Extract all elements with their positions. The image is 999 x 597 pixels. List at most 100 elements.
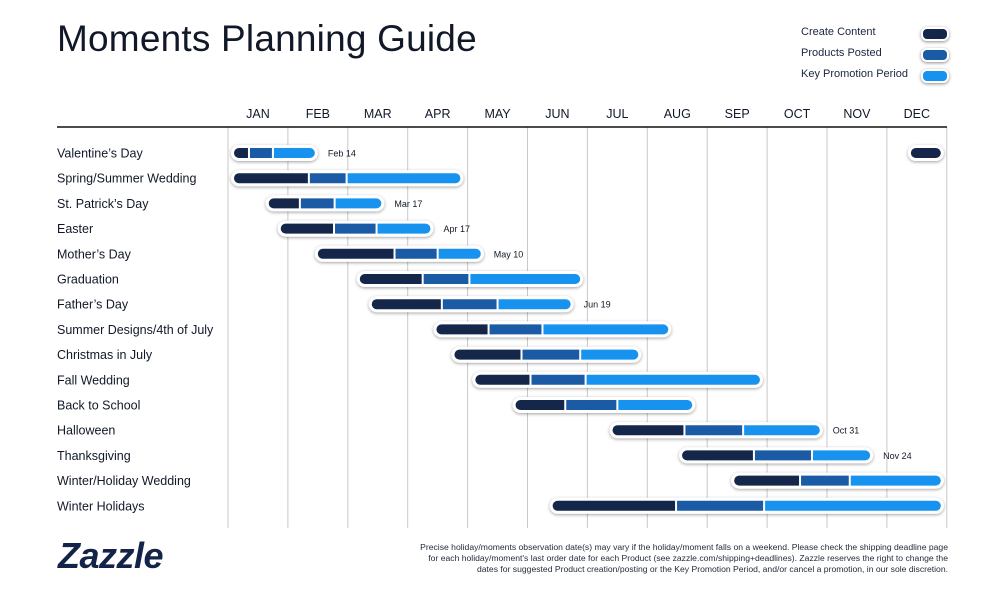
bar-group xyxy=(731,472,944,489)
bar-segment-posted xyxy=(395,248,437,259)
legend-label: Products Posted xyxy=(801,47,882,59)
bar-segment-create xyxy=(371,299,441,310)
bar-segment-create xyxy=(280,223,334,234)
bar-segment-create xyxy=(268,198,299,209)
legend: Create Content Products Posted Key Promo… xyxy=(801,24,951,87)
bar-segment-promo xyxy=(543,324,669,335)
legend-swatch xyxy=(921,27,949,41)
bar-segment-create xyxy=(475,374,530,385)
bar-group xyxy=(277,220,434,237)
bar-segment-create xyxy=(734,475,800,486)
bar-segment-posted xyxy=(423,274,469,284)
month-label: JUN xyxy=(545,107,569,121)
bar-group xyxy=(265,195,385,212)
bar-segment-promo xyxy=(744,425,820,436)
task-name: Christmas in July xyxy=(57,348,153,362)
bar-segment-create xyxy=(515,400,565,410)
bar-segment-promo xyxy=(470,274,581,284)
bar-segment-promo xyxy=(765,500,941,511)
bar-group xyxy=(230,170,464,187)
task-name: Winter/Holiday Wedding xyxy=(57,474,191,488)
task-name: Summer Designs/4th of July xyxy=(57,323,214,337)
legend-label: Key Promotion Period xyxy=(801,68,908,80)
bar-segment-promo xyxy=(618,400,693,410)
legend-label: Create Content xyxy=(801,26,876,38)
bar-group xyxy=(368,296,574,313)
bar-segment-promo xyxy=(438,248,481,259)
bar-segment-posted xyxy=(522,349,580,360)
bar-segment-promo xyxy=(273,148,315,158)
bar-segment-promo xyxy=(850,475,941,486)
bar-segment-promo xyxy=(813,450,871,461)
bar-group xyxy=(314,245,484,262)
bar-group xyxy=(230,145,318,161)
bar-segment-create xyxy=(233,173,308,184)
bar-group xyxy=(907,145,944,161)
bar-segment-create xyxy=(682,450,753,461)
task-name: Halloween xyxy=(57,424,115,438)
disclaimer-text: Precise holiday/moments observation date… xyxy=(420,542,948,574)
bar-segment-posted xyxy=(300,198,334,209)
bar-segment-create xyxy=(233,148,248,158)
bar-group xyxy=(356,271,584,287)
month-label: JAN xyxy=(246,107,270,121)
bar-group xyxy=(472,371,763,388)
bar-segment-create xyxy=(317,248,394,259)
legend-item-key-promotion-period: Key Promotion Period xyxy=(801,66,951,87)
bar-segment-posted xyxy=(249,148,272,158)
task-name: St. Patrick’s Day xyxy=(57,197,149,211)
deadline-label: Jun 19 xyxy=(584,300,611,310)
bar-segment-posted xyxy=(677,500,764,511)
bar-segment-promo xyxy=(335,198,382,209)
bar-group xyxy=(433,321,672,338)
month-label: MAR xyxy=(364,107,392,121)
deadline-label: May 10 xyxy=(494,249,524,259)
month-label: APR xyxy=(425,107,451,121)
bar-segment-posted xyxy=(531,374,585,385)
month-label: AUG xyxy=(664,107,691,121)
deadline-label: Oct 31 xyxy=(833,426,860,436)
deadline-label: Nov 24 xyxy=(883,451,912,461)
task-name: Spring/Summer Wedding xyxy=(57,172,196,186)
deadline-label: Apr 17 xyxy=(443,224,470,234)
month-label: SEP xyxy=(725,107,750,121)
bar-group xyxy=(451,346,642,363)
month-label: FEB xyxy=(306,107,330,121)
month-label: OCT xyxy=(784,107,811,121)
bar-segment-create xyxy=(359,274,422,284)
bar-segment-promo xyxy=(498,299,571,310)
month-label: JUL xyxy=(606,107,628,121)
deadline-label: Feb 14 xyxy=(328,149,356,159)
bar-segment-promo xyxy=(581,349,639,360)
task-name: Easter xyxy=(57,222,93,236)
bar-segment-create xyxy=(454,349,521,360)
task-name: Thanksgiving xyxy=(57,449,131,463)
month-label: MAY xyxy=(484,107,511,121)
legend-swatch xyxy=(921,69,949,83)
legend-swatch xyxy=(921,48,949,62)
bar-segment-posted xyxy=(335,223,376,234)
bar-segment-posted xyxy=(566,400,617,410)
bar-segment-posted xyxy=(309,173,346,184)
bar-segment-create xyxy=(612,425,684,436)
bar-segment-posted xyxy=(442,299,497,310)
bar-segment-posted xyxy=(754,450,812,461)
bar-segment-posted xyxy=(801,475,849,486)
bar-segment-create xyxy=(910,148,941,158)
page-title: Moments Planning Guide xyxy=(57,18,477,59)
task-name: Valentine’s Day xyxy=(57,147,143,161)
bar-group xyxy=(679,447,874,464)
task-name: Back to School xyxy=(57,399,140,413)
task-name: Mother’s Day xyxy=(57,247,132,261)
deadline-label: Mar 17 xyxy=(394,199,422,209)
month-label: DEC xyxy=(904,107,930,121)
legend-item-products-posted: Products Posted xyxy=(801,45,951,66)
month-label: NOV xyxy=(843,107,871,121)
task-name: Graduation xyxy=(57,273,119,287)
bar-segment-create xyxy=(552,500,676,511)
bar-segment-create xyxy=(436,324,488,335)
legend-item-create-content: Create Content xyxy=(801,24,951,45)
bar-segment-posted xyxy=(685,425,743,436)
bar-segment-promo xyxy=(377,223,431,234)
